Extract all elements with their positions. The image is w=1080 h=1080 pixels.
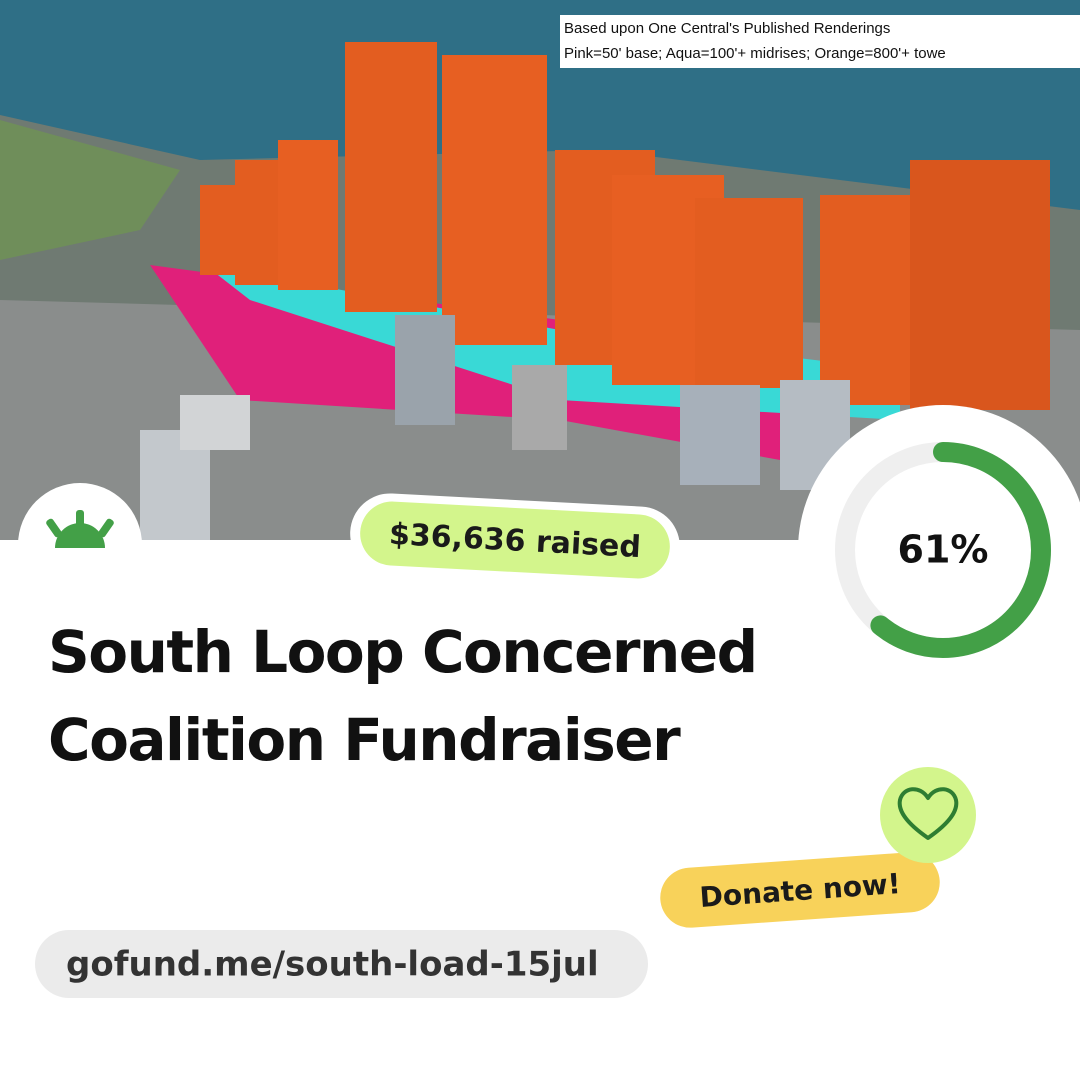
title: South Loop Concerned	[48, 618, 757, 686]
image-caption: Based upon One Central's Published Rende…	[564, 20, 890, 37]
progress-ring: 61%	[798, 405, 1080, 695]
progress-label: 61%	[898, 528, 989, 572]
donate-button[interactable]: Donate now!	[648, 842, 953, 939]
image-caption: Pink=50' base; Aqua=100'+ midrises; Oran…	[564, 45, 946, 62]
url[interactable]: gofund.me/south-load-15jul	[66, 945, 599, 985]
url-pill	[35, 930, 648, 998]
heart-icon	[880, 767, 976, 863]
progress-arc	[835, 442, 1051, 658]
raised-badge: $36,636 raised	[350, 493, 680, 587]
logo	[18, 483, 142, 607]
photo: Based upon One Central's Published Rende…	[0, 0, 1080, 540]
title: Coalition Fundraiser	[48, 706, 681, 774]
